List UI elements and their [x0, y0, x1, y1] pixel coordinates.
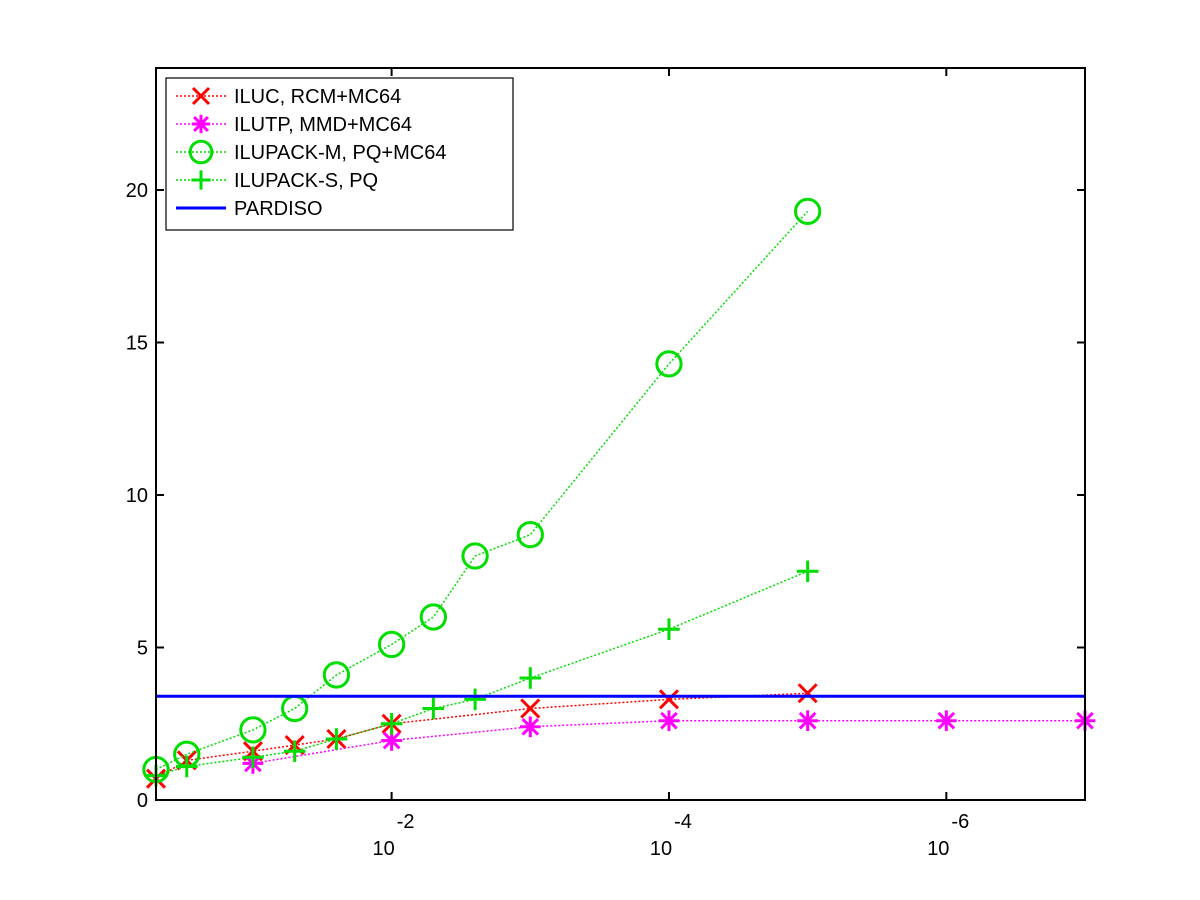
legend-label: PARDISO	[234, 198, 323, 220]
data-point	[519, 667, 542, 689]
x-tick-label-base: 10	[650, 838, 672, 860]
legend: ILUC, RCM+MC64 ILUTP, MMD+MC64 ILUPACK-M, …	[165, 77, 514, 231]
x-tick-label-exponent: -6	[951, 811, 969, 833]
data-point	[461, 542, 489, 570]
legend-marker	[191, 114, 211, 134]
data-point	[419, 603, 448, 631]
legend-label: ILUPACK-S, PQ	[234, 170, 378, 192]
data-point	[519, 716, 541, 738]
legend-label: ILUTP, MMD+MC64	[234, 114, 412, 136]
data-point	[793, 197, 822, 226]
data-point	[658, 618, 680, 640]
series-layer	[142, 197, 1096, 789]
data-point	[322, 661, 351, 689]
x-tick-label-exponent: -4	[674, 811, 692, 833]
data-point	[464, 688, 486, 711]
series-ilupack-m-pq-mc64	[142, 197, 822, 784]
plot-frame	[155, 67, 1086, 801]
data-point	[242, 746, 264, 769]
legend-label: ILUC, RCM+MC64	[234, 86, 401, 108]
data-point	[380, 712, 403, 735]
y-tick-label: 20	[126, 180, 148, 202]
data-point	[796, 560, 819, 583]
x-tick-label-base: 10	[372, 838, 394, 860]
data-point	[655, 350, 683, 378]
data-point	[377, 630, 406, 659]
data-point	[797, 710, 818, 732]
legend-marker	[188, 139, 214, 165]
data-point	[658, 689, 680, 710]
data-point	[935, 710, 957, 732]
legend-marker	[191, 86, 211, 106]
y-tick-label: 0	[137, 790, 148, 812]
data-point	[658, 710, 680, 732]
legend-item-ilupack-m-pq-mc64: ILUPACK-M, PQ+MC64	[176, 139, 446, 165]
y-tick-label: 5	[137, 638, 148, 660]
series-line-ilupack-m-pq-mc64	[155, 210, 809, 771]
data-point	[422, 697, 445, 720]
legend-box	[165, 77, 514, 231]
legend-item-ilupack-s-pq: ILUPACK-S, PQ	[176, 170, 378, 192]
x-tick-label-exponent: -2	[397, 811, 415, 833]
data-point	[516, 521, 544, 549]
y-tick-label: 15	[126, 333, 148, 355]
y-tick-label: 10	[126, 485, 148, 507]
legend-label: ILUPACK-M, PQ+MC64	[234, 142, 446, 164]
legend-marker	[191, 170, 211, 190]
data-point	[797, 683, 818, 704]
data-point	[283, 740, 306, 762]
x-tick-label-base: 10	[927, 838, 949, 860]
data-point	[239, 716, 267, 744]
series-line-iluc-rcm-mc64	[155, 692, 808, 780]
legend-item-iluc-rcm-mc64: ILUC, RCM+MC64	[176, 86, 401, 108]
legend-item-pardiso: PARDISO	[176, 198, 323, 220]
legend-item-ilutp-mmd-mc64: ILUTP, MMD+MC64	[176, 114, 412, 136]
data-point	[175, 755, 198, 778]
data-point	[520, 698, 541, 719]
data-point	[325, 728, 348, 750]
